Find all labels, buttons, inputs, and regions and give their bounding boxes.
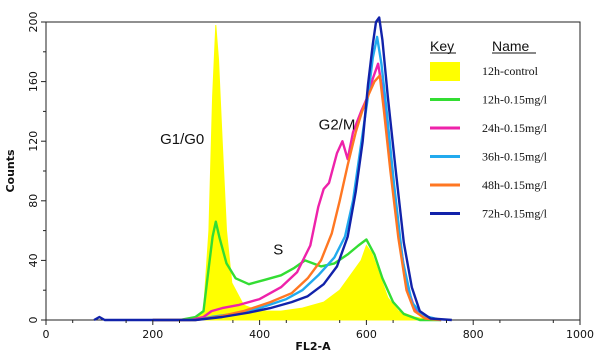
series-line-4 xyxy=(152,74,442,322)
legend-header-key: Key xyxy=(430,38,454,54)
annotation-s-phase: S xyxy=(273,241,283,258)
legend-label-4: 48h-0.15mg/l xyxy=(482,178,548,192)
y-tick-label: 120 xyxy=(27,131,40,152)
x-tick-label: 200 xyxy=(142,328,163,341)
annotation-g2-m: G2/M xyxy=(319,116,356,133)
legend: Key Name 12h-control 12h-0.15mg/l 24h-0.15… xyxy=(430,38,548,221)
axes: 0 200 400 600 800 1000 0 40 80 120 160 200 xyxy=(27,12,594,342)
y-tick-label: 160 xyxy=(27,71,40,92)
x-tick-label: 400 xyxy=(249,328,270,341)
legend-label-0: 12h-control xyxy=(482,64,539,78)
x-tick-label: 600 xyxy=(356,328,377,341)
legend-label-3: 36h-0.15mg/l xyxy=(482,150,548,164)
series-layer xyxy=(93,16,452,322)
legend-label-5: 72h-0.15mg/l xyxy=(482,207,548,221)
annotation-g1-g0: G1/G0 xyxy=(160,131,204,148)
series-area-0 xyxy=(120,24,442,321)
y-axis-label: Counts xyxy=(4,149,17,193)
legend-header-name: Name xyxy=(492,38,530,54)
legend-swatch-0 xyxy=(430,62,460,81)
series-line-1 xyxy=(152,220,442,322)
legend-label-2: 24h-0.15mg/l xyxy=(482,121,548,135)
x-tick-label: 0 xyxy=(43,328,50,341)
x-tick-label: 800 xyxy=(463,328,484,341)
legend-items: 12h-control 12h-0.15mg/l 24h-0.15mg/l 36h-0… xyxy=(430,62,548,221)
x-tick-label: 1000 xyxy=(566,328,594,341)
y-tick-label: 0 xyxy=(27,317,40,324)
y-tick-label: 80 xyxy=(27,194,40,208)
x-axis-label: FL2-A xyxy=(295,340,331,353)
y-tick-label: 200 xyxy=(27,12,40,33)
y-tick-label: 40 xyxy=(27,253,40,267)
legend-label-1: 12h-0.15mg/l xyxy=(482,93,548,107)
series-line-5 xyxy=(93,16,452,322)
